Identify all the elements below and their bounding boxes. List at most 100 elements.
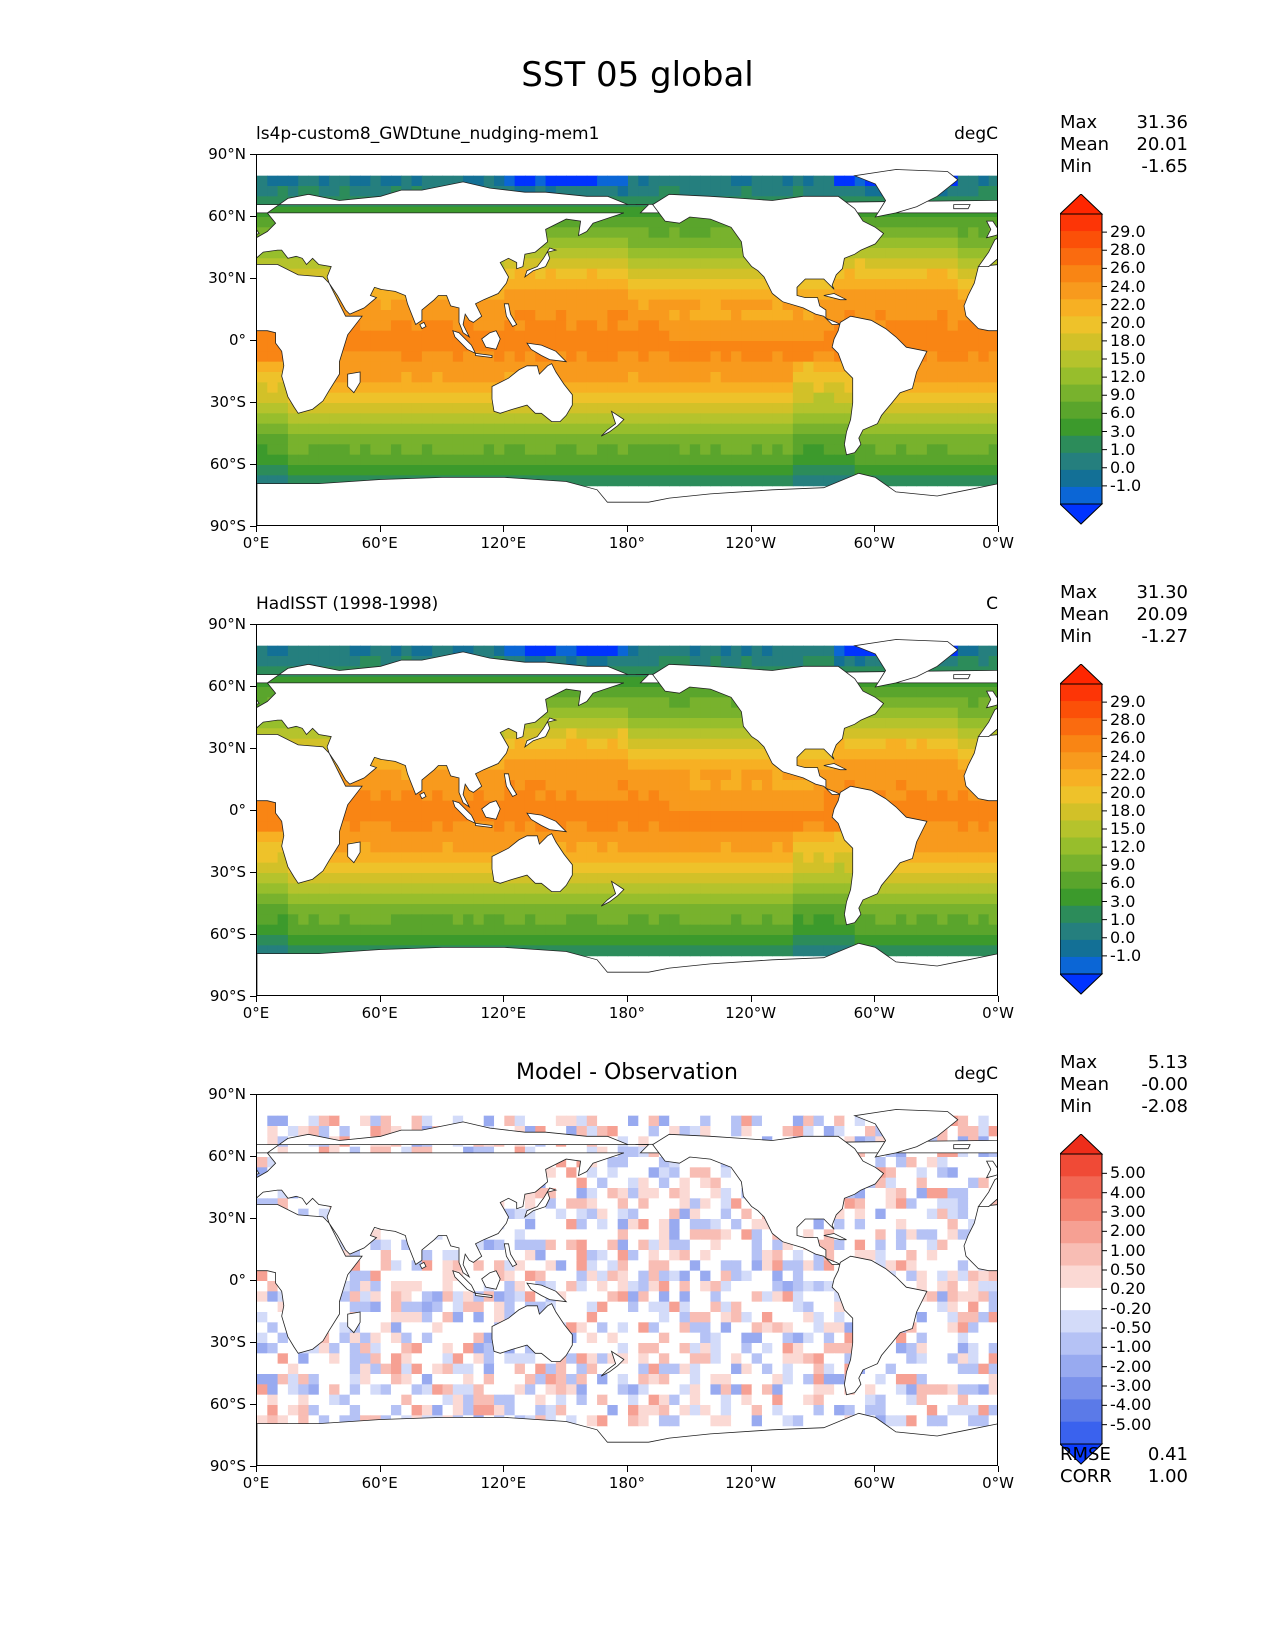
field-cell	[617, 175, 629, 187]
field-cell	[741, 444, 753, 456]
field-cell	[597, 454, 608, 466]
field-cell	[648, 237, 660, 249]
field-cell	[823, 454, 835, 466]
field-cell	[329, 1115, 341, 1127]
field-cell	[751, 883, 763, 895]
field-cell	[844, 403, 856, 414]
field-cell	[277, 718, 289, 729]
field-cell	[710, 656, 722, 667]
field-cell	[566, 687, 578, 698]
field-cell	[916, 883, 928, 895]
field-cell	[700, 935, 712, 946]
field-cell	[421, 330, 433, 342]
field-cell	[751, 392, 763, 404]
field-cell	[761, 904, 773, 915]
field-cell	[401, 893, 413, 905]
field-cell	[834, 186, 846, 197]
field-cell	[679, 945, 691, 957]
field-cell	[267, 444, 279, 456]
field-cell	[978, 1157, 990, 1168]
field-cell	[772, 873, 784, 884]
field-cell	[761, 656, 773, 667]
field-cell	[813, 883, 825, 895]
field-cell	[349, 403, 361, 414]
field-cell	[566, 289, 578, 301]
field-cell	[277, 893, 289, 905]
field-cell	[947, 780, 959, 791]
field-cell	[524, 749, 536, 760]
field-cell	[782, 811, 794, 822]
field-cell	[875, 883, 887, 895]
field-cell	[648, 697, 660, 709]
field-cell	[380, 811, 392, 822]
field-cell	[906, 759, 918, 771]
field-cell	[700, 320, 712, 332]
field-cell	[349, 206, 361, 218]
field-cell	[473, 434, 485, 445]
field-cell	[267, 1126, 279, 1137]
field-cell	[710, 790, 722, 802]
field-cell	[586, 904, 598, 915]
field-cell	[318, 186, 330, 197]
field-cell	[710, 1167, 722, 1179]
field-cell	[524, 465, 536, 476]
field-cell	[442, 935, 454, 946]
field-cell	[277, 728, 289, 740]
field-cell	[988, 800, 997, 812]
field-cell	[473, 372, 485, 383]
field-cell	[277, 935, 289, 946]
field-cell	[277, 1115, 289, 1127]
field-cell	[658, 759, 670, 771]
field-cell	[968, 893, 979, 905]
field-cell	[813, 1115, 825, 1127]
field-cell	[658, 289, 670, 301]
field-cell	[597, 289, 608, 301]
field-cell	[421, 862, 433, 874]
field-cell	[607, 759, 619, 771]
field-cell	[823, 842, 835, 853]
field-cell	[957, 862, 969, 874]
field-cell	[401, 914, 413, 926]
field-cell	[947, 217, 959, 228]
field-cell	[834, 904, 846, 915]
field-cell	[576, 749, 588, 760]
field-cell	[287, 924, 299, 936]
field-cell	[947, 852, 959, 864]
field-cell	[834, 423, 846, 435]
field-cell	[792, 935, 804, 946]
field-cell	[617, 217, 629, 228]
field-cell	[782, 361, 794, 373]
field-cell	[401, 769, 413, 781]
lat-tick-label: 30°S	[209, 863, 246, 881]
field-cell	[483, 423, 495, 435]
field-cell	[267, 434, 279, 445]
field-cell	[360, 175, 371, 187]
field-cell	[277, 475, 289, 487]
field-cell	[401, 403, 413, 414]
field-cell	[617, 1167, 629, 1179]
field-cell	[360, 904, 371, 915]
field-cell	[638, 749, 650, 760]
field-cell	[597, 248, 608, 259]
field-cell	[617, 811, 629, 822]
field-cell	[689, 382, 701, 394]
field-cell	[916, 248, 928, 259]
field-cell	[308, 904, 320, 915]
field-cell	[607, 790, 619, 802]
field-cell	[452, 413, 464, 425]
field-cell	[638, 790, 650, 802]
field-cell	[957, 821, 969, 833]
field-cell	[865, 738, 876, 750]
field-cell	[648, 444, 660, 456]
field-cell	[648, 790, 660, 802]
field-cell	[555, 186, 567, 197]
field-cell	[679, 1167, 691, 1179]
field-cell	[401, 330, 413, 342]
field-cell	[576, 330, 588, 342]
field-cell	[370, 842, 382, 853]
field-cell	[555, 924, 567, 936]
field-cell	[937, 893, 949, 905]
field-cell	[669, 465, 681, 476]
field-cell	[834, 454, 846, 466]
field-cell	[895, 893, 907, 905]
